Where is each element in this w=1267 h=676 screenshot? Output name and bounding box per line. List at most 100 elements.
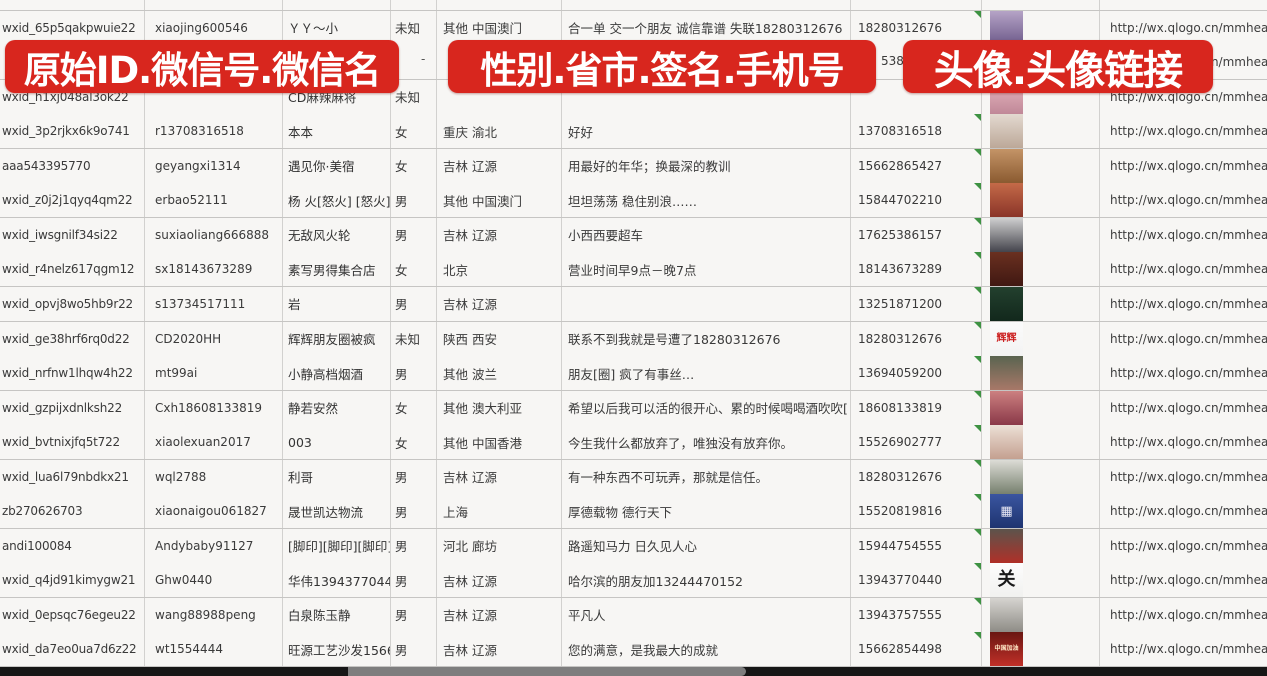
- cell-wechat-name[interactable]: ＹＹ～小: [283, 10, 391, 45]
- cell-avatar[interactable]: [982, 217, 1100, 252]
- cell-signature[interactable]: 厚德载物 德行天下: [562, 494, 851, 529]
- cell-wechat-name[interactable]: [脚印][脚印][脚印][脚印]: [283, 528, 391, 563]
- cell-phone[interactable]: 13694059200: [851, 356, 982, 391]
- cell-signature[interactable]: 朋友[圈] 疯了有事丝…: [562, 356, 851, 391]
- cell-gender[interactable]: 未知: [391, 79, 437, 114]
- cell-wechat-id[interactable]: s13734517111: [145, 286, 283, 321]
- cell-phone[interactable]: 15662865427: [851, 148, 982, 183]
- cell-original-id[interactable]: wxid_65p5qakpwuie22: [0, 10, 145, 45]
- cell-phone[interactable]: 17625386157: [851, 217, 982, 252]
- cell-gender[interactable]: 男: [391, 459, 437, 494]
- cell-avatar[interactable]: 辉辉: [982, 321, 1100, 356]
- cell-phone[interactable]: [851, 0, 982, 10]
- cell-avatar-link[interactable]: http://wx.qlogo.cn/mmhead: [1100, 598, 1267, 632]
- cell-gender[interactable]: 男: [391, 183, 437, 218]
- cell-phone[interactable]: 13943770440: [851, 563, 982, 598]
- cell-region[interactable]: 上海: [437, 494, 562, 529]
- cell-signature[interactable]: 坦坦荡荡 稳住别浪……: [562, 183, 851, 218]
- cell-wechat-id[interactable]: Ghw0440: [145, 563, 283, 598]
- cell-signature[interactable]: 今生我什么都放弃了，唯独没有放弃你。: [562, 425, 851, 460]
- cell-gender[interactable]: 女: [391, 114, 437, 149]
- cell-avatar-link[interactable]: http://wx.qlogo.cn/mmhead: [1100, 287, 1267, 321]
- cell-wechat-name[interactable]: 静若安然: [283, 390, 391, 425]
- cell-avatar[interactable]: [982, 148, 1100, 183]
- cell-original-id[interactable]: wxid_bvtnixjfq5t722: [0, 425, 145, 460]
- cell-original-id[interactable]: wxid_3p2rjkx6k9o741: [0, 114, 145, 149]
- cell-wechat-name[interactable]: 旺源工艺沙发15662854: [283, 632, 391, 667]
- cell-gender[interactable]: 女: [391, 425, 437, 460]
- cell-region[interactable]: 其他 中国香港: [437, 425, 562, 460]
- cell-region[interactable]: 吉林 辽源: [437, 632, 562, 667]
- cell-avatar-link[interactable]: http://wx.qlogo.cn/mmhead: [1100, 80, 1267, 114]
- cell-wechat-name[interactable]: 003: [283, 425, 391, 460]
- cell-wechat-name[interactable]: 白泉陈玉静: [283, 597, 391, 632]
- cell-original-id[interactable]: zb270626703: [0, 494, 145, 529]
- cell-wechat-id[interactable]: xiaojing600546: [145, 10, 283, 45]
- cell-avatar-link[interactable]: http://wx.qlogo.cn/mmhead: [1100, 114, 1267, 148]
- cell-region[interactable]: [437, 0, 562, 10]
- cell-signature[interactable]: 希望以后我可以活的很开心、累的时候喝喝酒吹吹[: [562, 390, 851, 425]
- cell-wechat-name[interactable]: 利哥: [283, 459, 391, 494]
- cell-original-id[interactable]: wxid_r4nelz617qgm12: [0, 252, 145, 287]
- cell-signature[interactable]: 有一种东西不可玩弄，那就是信任。: [562, 459, 851, 494]
- cell-wechat-id[interactable]: wql2788: [145, 459, 283, 494]
- cell-avatar[interactable]: ▦: [982, 494, 1100, 529]
- cell-wechat-id[interactable]: [145, 79, 283, 114]
- cell-avatar[interactable]: [982, 114, 1100, 149]
- cell-gender[interactable]: 男: [391, 528, 437, 563]
- cell-avatar-link[interactable]: http://wx.qlogo.cn/mmhead: [1100, 252, 1267, 286]
- cell-gender[interactable]: [391, 45, 437, 80]
- cell-gender[interactable]: 男: [391, 597, 437, 632]
- cell-avatar-link[interactable]: http://wx.qlogo.cn/mmhead: [1100, 218, 1267, 252]
- cell-wechat-id[interactable]: wt1554444: [145, 632, 283, 667]
- cell-phone[interactable]: 18143673289: [851, 252, 982, 287]
- cell-avatar[interactable]: [982, 356, 1100, 391]
- cell-original-id[interactable]: wxid_z0j2j1qyq4qm22: [0, 183, 145, 218]
- cell-avatar[interactable]: [982, 597, 1100, 632]
- cell-gender[interactable]: 女: [391, 148, 437, 183]
- cell-signature[interactable]: 小西西要超车: [562, 217, 851, 252]
- cell-avatar[interactable]: [982, 183, 1100, 218]
- cell-signature[interactable]: 您的满意，是我最大的成就: [562, 632, 851, 667]
- video-progress-loaded-segment[interactable]: [348, 667, 746, 676]
- cell-avatar[interactable]: [982, 528, 1100, 563]
- cell-wechat-id[interactable]: mt99ai: [145, 356, 283, 391]
- cell-gender[interactable]: 男: [391, 632, 437, 667]
- cell-avatar[interactable]: [982, 459, 1100, 494]
- cell-avatar[interactable]: [982, 10, 1100, 45]
- cell-avatar-link[interactable]: http://wx.qlogo.cn/mmhead: [1100, 356, 1267, 390]
- cell-wechat-id[interactable]: erbao52111: [145, 183, 283, 218]
- cell-gender[interactable]: [391, 0, 437, 10]
- cell-original-id[interactable]: wxid_iwsgnilf34si22: [0, 217, 145, 252]
- cell-wechat-id[interactable]: wang88988peng: [145, 597, 283, 632]
- cell-avatar-link[interactable]: http://wx.qlogo.cn/mmhead: [1100, 529, 1267, 563]
- cell-wechat-id[interactable]: suxiaoliang666888: [145, 217, 283, 252]
- cell-phone[interactable]: [851, 79, 982, 114]
- cell-avatar-link[interactable]: http://wx.qlogo.cn/mmhead: [1100, 563, 1267, 597]
- cell-avatar[interactable]: 关: [982, 563, 1100, 598]
- cell-original-id[interactable]: wxid_ge38hrf6rq0d22: [0, 321, 145, 356]
- cell-gender[interactable]: 男: [391, 286, 437, 321]
- cell-original-id[interactable]: wxid_opvj8wo5hb9r22: [0, 286, 145, 321]
- cell-phone[interactable]: 13251871200: [851, 286, 982, 321]
- cell-avatar-link[interactable]: http://wx.qlogo.cn/mmhead: [1100, 632, 1267, 666]
- cell-wechat-name[interactable]: 素写男得集合店: [283, 252, 391, 287]
- cell-wechat-id[interactable]: CD2020HH: [145, 321, 283, 356]
- cell-avatar[interactable]: [982, 425, 1100, 460]
- cell-wechat-name[interactable]: 小静高档烟酒: [283, 356, 391, 391]
- cell-avatar-link[interactable]: [1100, 0, 1267, 10]
- cell-wechat-id[interactable]: sx18143673289: [145, 252, 283, 287]
- cell-region[interactable]: 河北 廊坊: [437, 528, 562, 563]
- cell-signature[interactable]: [562, 79, 851, 114]
- cell-region[interactable]: 陕西 西安: [437, 321, 562, 356]
- cell-original-id[interactable]: wxid_q4jd91kimygw21: [0, 563, 145, 598]
- cell-signature[interactable]: 合一单 交一个朋友 诚信靠谱 失联18280312676: [562, 10, 851, 45]
- cell-region[interactable]: 其他 波兰: [437, 356, 562, 391]
- cell-signature[interactable]: 营业时间早9点－晚7点: [562, 252, 851, 287]
- cell-wechat-name[interactable]: 岩: [283, 286, 391, 321]
- cell-region[interactable]: 吉林 辽源: [437, 563, 562, 598]
- cell-avatar-link[interactable]: http://wx.qlogo.cn/mmhead: [1100, 11, 1267, 45]
- cell-region[interactable]: 吉林 辽源: [437, 148, 562, 183]
- cell-gender[interactable]: 男: [391, 563, 437, 598]
- cell-wechat-name[interactable]: [283, 0, 391, 10]
